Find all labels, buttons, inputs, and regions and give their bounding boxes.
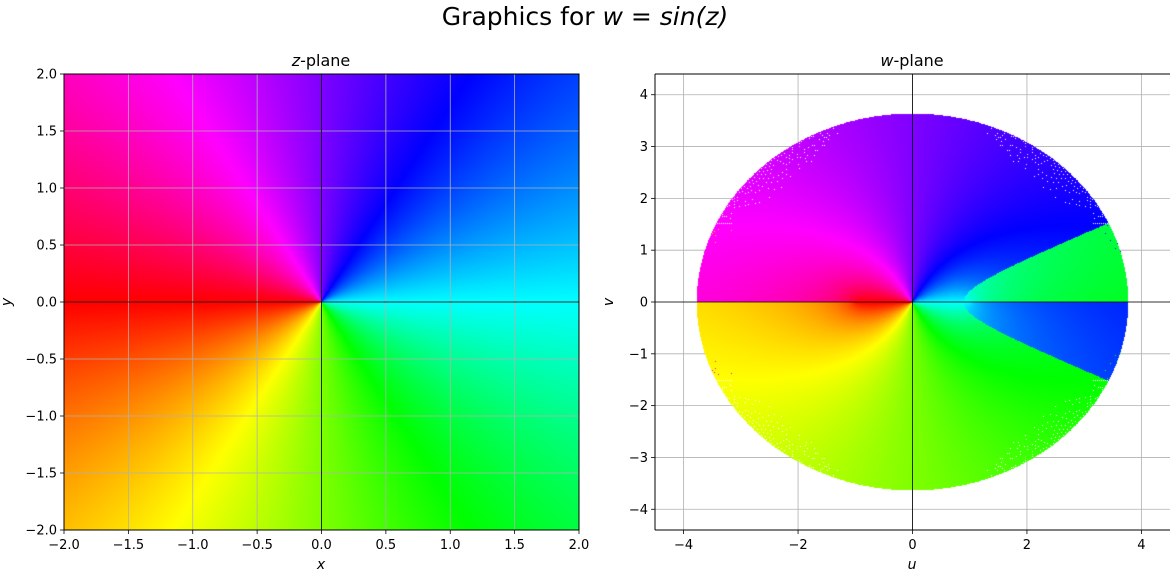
y-tick-label: 4 (640, 88, 648, 103)
y-tick-label: 2 (640, 192, 648, 207)
x-tick-label: 4 (1137, 538, 1145, 553)
y-tick-label: 1.0 (36, 182, 57, 197)
x-tick-label: −2.0 (48, 538, 80, 553)
z-plane-ticks: −2.0 −1.5 −1.0 −0.5 0.0 0.5 1.0 1.5 2.0 −2.0 −1.5 −… (25, 68, 589, 554)
figure-title-prefix: Graphics for (442, 2, 603, 31)
w-plane-ticks: −4 −2 0 2 4 −4 −3 −2 −1 0 1 2 3 4 (629, 88, 1146, 553)
w-plane-ylabel: v (601, 297, 617, 306)
x-tick-label: −1.5 (113, 538, 145, 553)
y-tick-label: 0 (640, 296, 648, 311)
y-tick-label: −1.0 (25, 410, 57, 425)
y-tick-label: 1.5 (36, 125, 57, 140)
y-tick-label: 0.0 (36, 296, 57, 311)
x-tick-label: −1.0 (177, 538, 209, 553)
z-plane-panel: z-plane −2.0 −1.5 −1.0 −0.5 0.0 0.5 1.0 1.5 2.0−… (0, 51, 589, 573)
y-tick-label: −3 (629, 451, 648, 466)
x-tick-label: 0.5 (376, 538, 397, 553)
figure-title-math: w = sin(z) (602, 2, 728, 31)
y-tick-label: −2.0 (25, 524, 57, 539)
x-tick-label: 1.5 (504, 538, 525, 553)
y-tick-label: 1 (640, 244, 648, 259)
w-plane-title: w-plane (880, 51, 943, 70)
x-tick-label: 2.0 (569, 538, 590, 553)
x-tick-label: 2 (1023, 538, 1031, 553)
x-tick-label: −2 (788, 538, 807, 553)
x-tick-label: 0.0 (311, 538, 332, 553)
w-plane-xlabel: u (908, 557, 917, 573)
y-tick-label: −4 (629, 503, 648, 518)
y-tick-label: −2 (629, 399, 648, 414)
z-plane-title: z-plane (291, 51, 351, 70)
y-tick-label: 3 (640, 140, 648, 155)
w-plane-panel: w-plane −4 −2 0 2 4 −4 −3 −2 −1 0 1 2 3 4 u v (601, 51, 1170, 573)
y-tick-label: −1 (629, 347, 648, 362)
z-plane-xlabel: x (316, 557, 326, 573)
y-tick-label: 0.5 (36, 239, 57, 254)
z-plane-zero-axes (64, 74, 579, 530)
y-tick-label: −0.5 (25, 353, 57, 368)
y-tick-label: 2.0 (36, 68, 57, 83)
x-tick-label: 1.0 (440, 538, 461, 553)
figure-title: Graphics for w = sin(z) (442, 2, 728, 31)
x-tick-label: −0.5 (241, 538, 273, 553)
z-plane-ylabel: y (0, 297, 15, 307)
y-tick-label: −1.5 (25, 467, 57, 482)
w-plane-zero-axes (655, 74, 1170, 530)
x-tick-label: 0 (908, 538, 916, 553)
x-tick-label: −4 (674, 538, 693, 553)
